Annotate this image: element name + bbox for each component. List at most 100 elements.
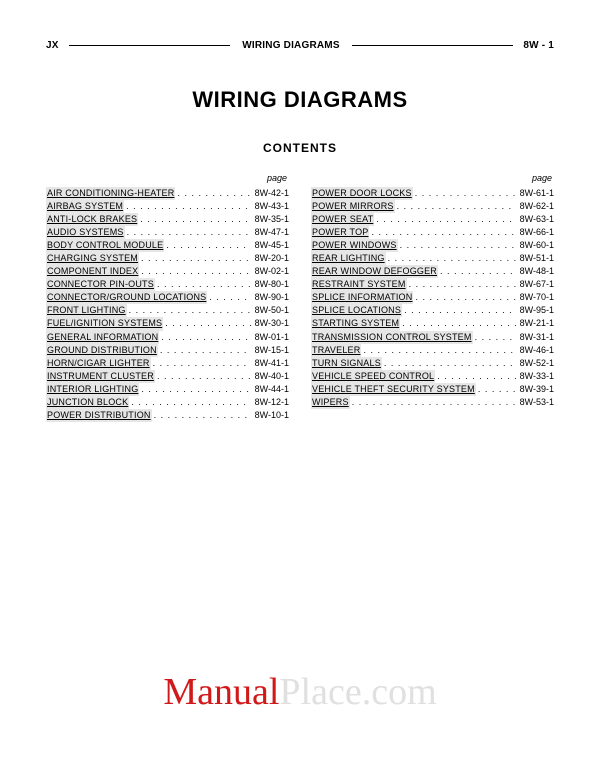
toc-entry-page: 8W-53-1 — [518, 396, 554, 409]
toc-row[interactable]: AIR CONDITIONING-HEATER8W-42-1 — [46, 187, 289, 200]
toc-row[interactable]: POWER SEAT8W-63-1 — [311, 213, 554, 226]
toc-leader-dots — [361, 344, 517, 357]
toc-row[interactable]: CONNECTOR PIN-OUTS8W-80-1 — [46, 278, 289, 291]
toc-row[interactable]: VEHICLE THEFT SECURITY SYSTEM 8W-39-1 — [311, 383, 554, 396]
toc-entry-label[interactable]: POWER SEAT — [311, 213, 374, 226]
toc-entry-label[interactable]: GROUND DISTRIBUTION — [46, 344, 158, 357]
toc-row[interactable]: COMPONENT INDEX 8W-02-1 — [46, 265, 289, 278]
toc-leader-dots — [155, 370, 253, 383]
toc-row[interactable]: STARTING SYSTEM8W-21-1 — [311, 317, 554, 330]
toc-entry-label[interactable]: AIR CONDITIONING-HEATER — [46, 187, 175, 200]
toc-entry-page: 8W-02-1 — [253, 265, 289, 278]
toc-entry-label[interactable]: VEHICLE SPEED CONTROL — [311, 370, 435, 383]
toc-row[interactable]: POWER TOP 8W-66-1 — [311, 226, 554, 239]
toc-entry-label[interactable]: GENERAL INFORMATION — [46, 331, 159, 344]
toc-row[interactable]: JUNCTION BLOCK8W-12-1 — [46, 396, 289, 409]
toc-entry-label[interactable]: POWER WINDOWS — [311, 239, 398, 252]
toc-leader-dots — [382, 357, 518, 370]
toc-row[interactable]: POWER DISTRIBUTION8W-10-1 — [46, 409, 289, 422]
toc-entry-page: 8W-66-1 — [518, 226, 554, 239]
toc-entry-label[interactable]: FRONT LIGHTING — [46, 304, 127, 317]
toc-entry-label[interactable]: AUDIO SYSTEMS — [46, 226, 125, 239]
toc-entry-label[interactable]: REAR LIGHTING — [311, 252, 386, 265]
toc-entry-label[interactable]: CONNECTOR/GROUND LOCATIONS — [46, 291, 207, 304]
toc-entry-label[interactable]: TURN SIGNALS — [311, 357, 382, 370]
toc-entry-page: 8W-40-1 — [253, 370, 289, 383]
toc-columns: page AIR CONDITIONING-HEATER8W-42-1AIRBA… — [46, 173, 554, 422]
toc-entry-label[interactable]: REAR WINDOW DEFOGGER — [311, 265, 438, 278]
toc-row[interactable]: HORN/CIGAR LIGHTER8W-41-1 — [46, 357, 289, 370]
toc-entry-page: 8W-39-1 — [518, 383, 554, 396]
toc-row[interactable]: FUEL/IGNITION SYSTEMS8W-30-1 — [46, 317, 289, 330]
toc-entry-label[interactable]: AIRBAG SYSTEM — [46, 200, 124, 213]
toc-row[interactable]: POWER WINDOWS8W-60-1 — [311, 239, 554, 252]
toc-entry-label[interactable]: TRAVELER — [311, 344, 361, 357]
header-rule — [352, 45, 514, 46]
toc-row[interactable]: SPLICE INFORMATION8W-70-1 — [311, 291, 554, 304]
toc-leader-dots — [398, 239, 518, 252]
toc-row[interactable]: FRONT LIGHTING8W-50-1 — [46, 304, 289, 317]
toc-row[interactable]: TRANSMISSION CONTROL SYSTEM8W-31-1 — [311, 331, 554, 344]
toc-row[interactable]: POWER DOOR LOCKS8W-61-1 — [311, 187, 554, 200]
toc-entry-label[interactable]: POWER MIRRORS — [311, 200, 395, 213]
toc-leader-dots — [395, 200, 518, 213]
toc-leader-dots — [407, 278, 518, 291]
toc-leader-dots — [438, 265, 518, 278]
toc-leader-dots — [129, 396, 252, 409]
toc-row[interactable]: REAR WINDOW DEFOGGER8W-48-1 — [311, 265, 554, 278]
toc-leader-dots — [152, 409, 253, 422]
toc-entry-label[interactable]: CHARGING SYSTEM — [46, 252, 139, 265]
toc-row[interactable]: RESTRAINT SYSTEM8W-67-1 — [311, 278, 554, 291]
header-rule — [69, 45, 231, 46]
toc-entry-label[interactable]: COMPONENT INDEX — [46, 265, 139, 278]
toc-entry-label[interactable]: CONNECTOR PIN-OUTS — [46, 278, 155, 291]
page-header: JX WIRING DIAGRAMS 8W - 1 — [46, 40, 554, 51]
toc-entry-label[interactable]: ANTI-LOCK BRAKES — [46, 213, 138, 226]
toc-entry-label[interactable]: INTERIOR LIGHTING — [46, 383, 139, 396]
toc-row[interactable]: INSTRUMENT CLUSTER 8W-40-1 — [46, 370, 289, 383]
toc-entry-page: 8W-15-1 — [253, 344, 289, 357]
toc-entry-label[interactable]: VEHICLE THEFT SECURITY SYSTEM — [311, 383, 476, 396]
toc-entry-label[interactable]: SPLICE INFORMATION — [311, 291, 413, 304]
toc-row[interactable]: VEHICLE SPEED CONTROL 8W-33-1 — [311, 370, 554, 383]
toc-list-left: AIR CONDITIONING-HEATER8W-42-1AIRBAG SYS… — [46, 187, 289, 422]
toc-row[interactable]: GROUND DISTRIBUTION 8W-15-1 — [46, 344, 289, 357]
toc-entry-label[interactable]: STARTING SYSTEM — [311, 317, 400, 330]
toc-leader-dots — [151, 357, 253, 370]
toc-leader-dots — [139, 265, 252, 278]
toc-entry-label[interactable]: RESTRAINT SYSTEM — [311, 278, 407, 291]
toc-row[interactable]: REAR LIGHTING8W-51-1 — [311, 252, 554, 265]
toc-entry-label[interactable]: POWER DISTRIBUTION — [46, 409, 152, 422]
toc-entry-label[interactable]: SPLICE LOCATIONS — [311, 304, 402, 317]
toc-row[interactable]: AUDIO SYSTEMS8W-47-1 — [46, 226, 289, 239]
toc-entry-page: 8W-33-1 — [518, 370, 554, 383]
toc-entry-label[interactable]: HORN/CIGAR LIGHTER — [46, 357, 151, 370]
toc-entry-label[interactable]: FUEL/IGNITION SYSTEMS — [46, 317, 163, 330]
toc-leader-dots — [138, 213, 252, 226]
toc-row[interactable]: CHARGING SYSTEM8W-20-1 — [46, 252, 289, 265]
toc-row[interactable]: AIRBAG SYSTEM8W-43-1 — [46, 200, 289, 213]
toc-row[interactable]: INTERIOR LIGHTING 8W-44-1 — [46, 383, 289, 396]
toc-entry-label[interactable]: POWER DOOR LOCKS — [311, 187, 413, 200]
toc-row[interactable]: POWER MIRRORS8W-62-1 — [311, 200, 554, 213]
toc-row[interactable]: BODY CONTROL MODULE8W-45-1 — [46, 239, 289, 252]
toc-entry-label[interactable]: TRANSMISSION CONTROL SYSTEM — [311, 331, 473, 344]
toc-leader-dots — [125, 226, 253, 239]
toc-row[interactable]: GENERAL INFORMATION8W-01-1 — [46, 331, 289, 344]
toc-entry-label[interactable]: INSTRUMENT CLUSTER — [46, 370, 155, 383]
toc-entry-page: 8W-44-1 — [253, 383, 289, 396]
page-column-label: page — [46, 173, 289, 183]
toc-row[interactable]: SPLICE LOCATIONS8W-95-1 — [311, 304, 554, 317]
toc-row[interactable]: CONNECTOR/GROUND LOCATIONS8W-90-1 — [46, 291, 289, 304]
toc-row[interactable]: TRAVELER8W-46-1 — [311, 344, 554, 357]
toc-leader-dots — [155, 278, 253, 291]
toc-row[interactable]: TURN SIGNALS8W-52-1 — [311, 357, 554, 370]
toc-row[interactable]: ANTI-LOCK BRAKES8W-35-1 — [46, 213, 289, 226]
toc-entry-label[interactable]: BODY CONTROL MODULE — [46, 239, 164, 252]
toc-entry-label[interactable]: JUNCTION BLOCK — [46, 396, 129, 409]
toc-row[interactable]: WIPERS 8W-53-1 — [311, 396, 554, 409]
toc-entry-label[interactable]: WIPERS — [311, 396, 350, 409]
toc-entry-label[interactable]: POWER TOP — [311, 226, 369, 239]
page-title: WIRING DIAGRAMS — [46, 87, 554, 113]
header-left: JX — [46, 40, 65, 51]
